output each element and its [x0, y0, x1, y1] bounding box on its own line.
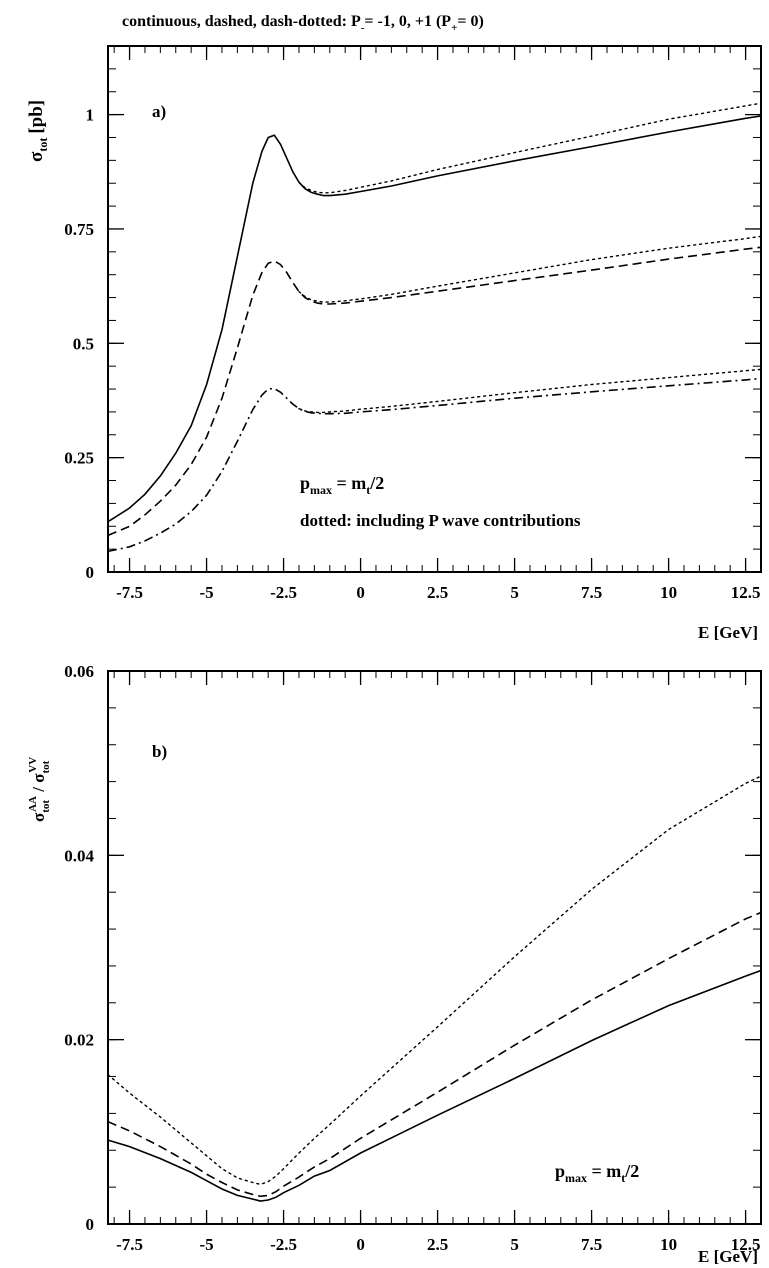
x-tick-label: 10 — [660, 583, 677, 602]
x-tick-label: -7.5 — [116, 1235, 143, 1254]
panel-b-lines — [107, 775, 762, 1202]
panel-b-ylabel: σtotAA / σtotVV — [27, 757, 52, 822]
series-line-dashdot — [107, 377, 762, 553]
panel-a-xlabel: E [GeV] — [698, 623, 758, 642]
series-line-dashed — [107, 246, 762, 537]
y-tick-label: 0.02 — [64, 1031, 94, 1050]
y-tick-label: 0.06 — [64, 662, 94, 681]
series-line-solid — [107, 969, 762, 1202]
x-tick-label: 7.5 — [581, 583, 602, 602]
panel-a-pmax-annotation: pmax = mt/2 — [300, 473, 384, 497]
y-tick-label: 0.75 — [64, 220, 94, 239]
panel-a-frame — [107, 45, 762, 573]
panel-b-ticks — [108, 670, 762, 1225]
panel-a: -7.5 -5 -2.5 0 2.5 5 7.5 10 12.5 0 0.25 0.5 0.75 1 a)… — [26, 45, 762, 642]
panel-a-lines — [107, 102, 762, 553]
x-tick-label: -7.5 — [116, 583, 143, 602]
x-tick-label: 12.5 — [731, 1235, 761, 1254]
x-tick-label: 10 — [660, 1235, 677, 1254]
x-tick-label: -2.5 — [270, 1235, 297, 1254]
x-tick-label: 2.5 — [427, 1235, 448, 1254]
x-tick-label: -2.5 — [270, 583, 297, 602]
panel-a-ylabel: σtot[pb] — [26, 100, 50, 162]
y-tick-label: 0.5 — [73, 334, 94, 353]
x-tick-label: 12.5 — [731, 583, 761, 602]
figure-header: continuous, dashed, dash-dotted: P-= -1,… — [122, 13, 484, 34]
x-tick-label: 7.5 — [581, 1235, 602, 1254]
panel-b-label: b) — [152, 742, 167, 761]
panel-a-tick-labels: -7.5 -5 -2.5 0 2.5 5 7.5 10 12.5 0 0.25 0.5 0.75 1 — [64, 106, 760, 602]
series-line-dotted — [107, 775, 762, 1186]
panel-b: -7.5 -5 -2.5 0 2.5 5 7.5 10 12.5 0 0.02 0.04 0.06 b)… — [27, 662, 762, 1266]
y-tick-label: 0 — [86, 563, 95, 582]
panel-a-dotted-note: dotted: including P wave contributions — [300, 511, 581, 530]
x-tick-label: -5 — [199, 1235, 213, 1254]
series-line-dotted — [298, 235, 762, 303]
x-tick-label: 0 — [356, 583, 365, 602]
x-tick-label: 0 — [356, 1235, 365, 1254]
x-tick-label: 5 — [510, 1235, 519, 1254]
y-tick-label: 0 — [86, 1215, 95, 1234]
panel-b-xlabel: E [GeV] — [698, 1247, 758, 1266]
x-tick-label: 2.5 — [427, 583, 448, 602]
series-line-dashed — [107, 911, 762, 1198]
panel-b-tick-labels: -7.5 -5 -2.5 0 2.5 5 7.5 10 12.5 0 0.02 0.04 0.06 — [64, 662, 760, 1254]
panel-a-label: a) — [152, 102, 166, 121]
series-line-dotted — [298, 102, 762, 194]
x-tick-label: 5 — [510, 583, 519, 602]
x-tick-label: -5 — [199, 583, 213, 602]
y-tick-label: 0.25 — [64, 449, 94, 468]
panel-a-ticks — [108, 45, 762, 573]
y-tick-label: 0.04 — [64, 846, 94, 865]
series-line-dotted — [298, 368, 762, 414]
series-line-solid — [107, 115, 762, 523]
y-tick-label: 1 — [86, 106, 95, 125]
panel-b-frame — [107, 670, 762, 1225]
panel-b-pmax-annotation: pmax = mt/2 — [555, 1161, 639, 1185]
